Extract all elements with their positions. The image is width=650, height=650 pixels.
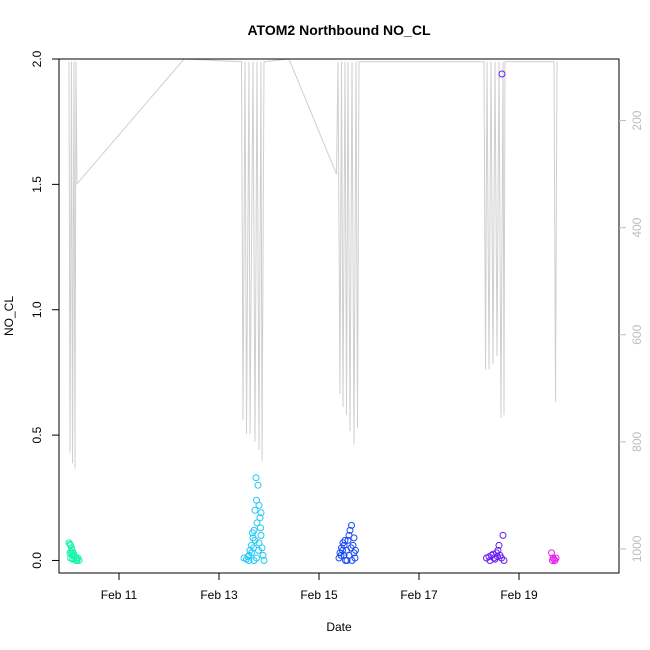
data-point (253, 519, 261, 527)
data-point (348, 557, 356, 564)
data-point (75, 557, 83, 564)
data-point (253, 554, 260, 562)
data-points (65, 70, 560, 564)
data-point (339, 546, 346, 554)
y-axis: 0.0 0.5 1.0 1.5 2.0 (30, 50, 59, 569)
x-axis-label: Date (326, 620, 352, 634)
x-tick-label: Feb 19 (500, 588, 538, 602)
data-point (337, 551, 345, 559)
data-point (244, 553, 252, 561)
data-point (346, 526, 354, 534)
y-tick-label: 1.5 (30, 176, 44, 193)
plot-frame (58, 58, 620, 574)
data-point (350, 534, 358, 542)
data-point (256, 514, 264, 522)
y-tick-label: 2.0 (30, 50, 44, 67)
data-point (257, 524, 264, 532)
data-point (499, 531, 507, 539)
data-point (489, 550, 497, 558)
x-axis: Feb 11 Feb 13 Feb 15 Feb 17 Feb 19 (101, 572, 538, 602)
data-point (251, 506, 259, 514)
altitude-line (68, 58, 558, 469)
data-point (73, 557, 81, 564)
data-point (252, 474, 260, 482)
altitude-trace (68, 58, 558, 469)
data-point (245, 557, 253, 564)
data-point (498, 70, 506, 78)
data-point (348, 521, 355, 529)
data-point (486, 557, 494, 564)
data-point (257, 531, 265, 539)
x-tick-label: Feb 11 (101, 588, 138, 602)
data-point (340, 541, 348, 549)
data-point (341, 536, 349, 544)
data-point (260, 557, 268, 564)
data-point (344, 536, 352, 544)
data-point (250, 544, 257, 552)
y2-tick-label: 400 (630, 217, 644, 237)
data-point (257, 509, 265, 517)
x-tick-label: Feb 13 (200, 588, 238, 602)
y-tick-label: 1.0 (30, 301, 44, 318)
data-point (249, 529, 256, 537)
data-point (352, 546, 359, 554)
y2-tick-label: 600 (630, 324, 644, 344)
data-point (255, 501, 263, 509)
data-point (251, 536, 259, 544)
data-point (345, 551, 353, 559)
data-point (254, 481, 262, 489)
data-point (259, 551, 267, 559)
data-point (495, 541, 503, 549)
y2-axis: 200 400 600 800 1000 (619, 110, 644, 562)
x-tick-label: Feb 17 (400, 588, 438, 602)
y-tick-label: 0.0 (30, 552, 44, 569)
data-point (70, 549, 77, 557)
x-tick-label: Feb 15 (300, 588, 338, 602)
data-point (549, 557, 556, 564)
data-point (500, 557, 508, 564)
chart-title: ATOM2 Northbound NO_CL (247, 22, 430, 38)
y2-tick-label: 200 (630, 110, 644, 130)
y2-tick-label: 1000 (630, 535, 644, 562)
data-point (548, 549, 555, 557)
y-axis-label: NO_CL (2, 296, 16, 336)
y-tick-label: 0.5 (30, 426, 44, 443)
y2-tick-label: 800 (630, 431, 644, 451)
